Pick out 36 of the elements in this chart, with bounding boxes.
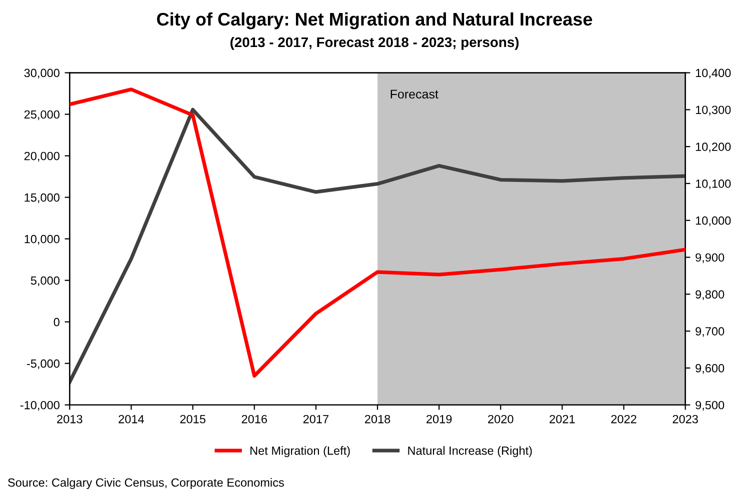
y2-tick-label: 10,200 <box>696 142 731 152</box>
x-tick-label: 2013 <box>57 414 82 424</box>
x-tick-label: 2020 <box>488 414 514 424</box>
x-tick-label: 2021 <box>550 414 575 424</box>
y2-tick-label: 9,800 <box>696 290 724 300</box>
x-tick-label: 2022 <box>611 414 636 424</box>
x-tick-label: 2023 <box>672 414 698 424</box>
x-tick-label: 2017 <box>303 414 328 424</box>
y-tick-label: 15,000 <box>24 193 60 204</box>
source-note: Source: Calgary Civic Census, Corporate Economics <box>8 478 284 490</box>
legend-label: Net Migration (Left) <box>250 446 350 458</box>
y-tick-label: -5,000 <box>26 359 60 370</box>
y2-tick-label: 9,500 <box>696 400 724 411</box>
y-tick-label: 20,000 <box>24 152 60 162</box>
y2-tick-label: 9,600 <box>696 364 724 374</box>
y-tick-label: 25,000 <box>24 110 60 120</box>
y2-tick-label: 10,400 <box>696 68 731 79</box>
y2-tick-label: 10,300 <box>696 106 731 116</box>
x-tick-label: 2014 <box>118 414 144 424</box>
legend-label: Natural Increase (Right) <box>408 446 532 458</box>
y2-tick-label: 10,100 <box>696 180 731 190</box>
y-tick-label: 0 <box>54 318 60 326</box>
y-tick-label: 30,000 <box>24 68 60 79</box>
band-label: Forecast <box>390 90 438 99</box>
x-tick-label: 2016 <box>242 414 267 424</box>
x-tick-label: 2015 <box>180 414 206 424</box>
y2-tick-label: 9,900 <box>696 253 724 264</box>
y-tick-label: 5,000 <box>30 276 60 286</box>
y-tick-label: -10,000 <box>20 400 60 411</box>
y-tick-label: 10,000 <box>24 234 60 245</box>
x-tick-label: 2018 <box>364 414 390 424</box>
x-tick-label: 2019 <box>426 414 452 424</box>
y2-tick-label: 9,700 <box>696 327 724 337</box>
chart-title: City of Calgary: Net Migration and Natural Increase <box>157 12 592 30</box>
chart-subtitle: (2013 - 2017, Forecast 2018 - 2023; persons) <box>230 36 519 50</box>
y2-tick-label: 10,000 <box>696 216 731 226</box>
